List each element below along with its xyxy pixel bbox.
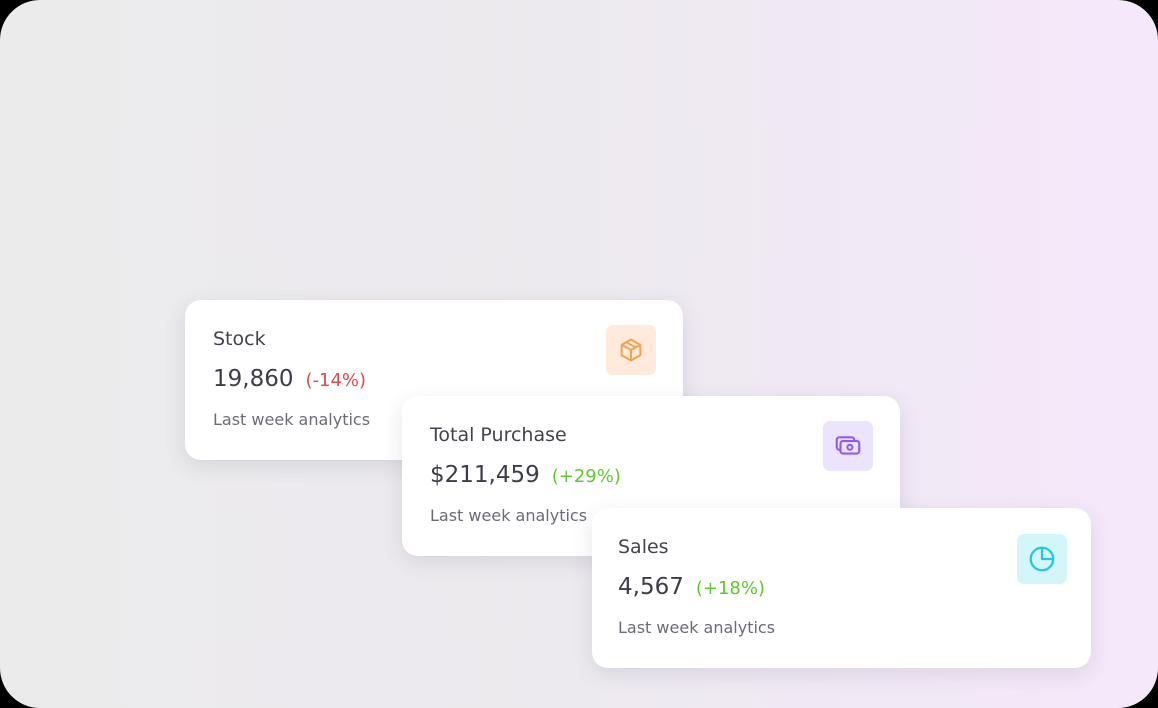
card-change: (+18%) [695,578,765,599]
sales-card[interactable]: Sales 4,567 (+18%) Last week analytics [592,508,1091,668]
card-title: Stock [213,328,266,350]
card-subtitle: Last week analytics [430,506,588,525]
pie-icon [1017,534,1067,584]
box-glyph [620,338,642,362]
card-change: (+29%) [551,466,621,487]
card-subtitle: Last week analytics [213,410,371,429]
card-value: $211,459 [430,462,540,488]
cash-glyph [835,436,861,455]
value-row: 19,860 (-14%) [213,366,366,392]
value-row: $211,459 (+29%) [430,462,621,488]
pie-glyph [1029,546,1055,572]
box-icon [606,325,656,375]
value-row: 4,567 (+18%) [618,574,765,600]
card-value: 4,567 [618,574,684,600]
cash-icon [823,421,873,471]
card-title: Total Purchase [430,424,567,446]
card-title: Sales [618,536,669,558]
card-value: 19,860 [213,366,294,392]
card-subtitle: Last week analytics [618,618,776,637]
card-change: (-14%) [305,370,367,391]
purchase-card[interactable]: Total Purchase $211,459 (+29%) Last week… [402,396,900,556]
